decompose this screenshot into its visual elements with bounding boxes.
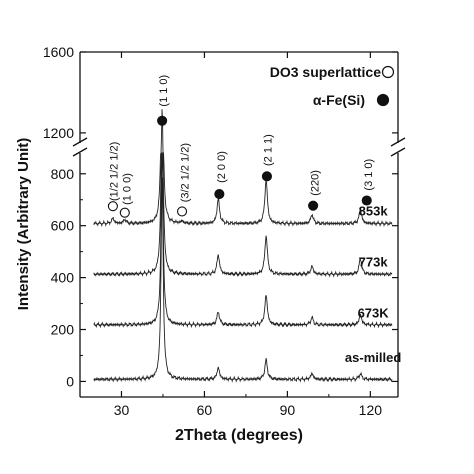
series-line-773k: [93, 152, 393, 278]
series-label: as-milled: [345, 350, 401, 365]
filled-circle-marker: [361, 195, 372, 206]
peak-label: (3/2 1/2 1/2): [180, 143, 192, 202]
filled-circle-marker: [261, 171, 272, 182]
series-layer: as-milled 673K 773k 853k: [93, 109, 401, 383]
legend-filled-marker: [376, 93, 390, 107]
y-tick-label: 800: [51, 166, 75, 182]
legend-open-marker: [381, 65, 395, 79]
plot-frame: [72, 51, 406, 398]
y-tick-label: 400: [51, 270, 75, 286]
series-line-as-milled: [93, 177, 393, 383]
series-label: 673K: [358, 305, 390, 320]
peak-label: (2 1 1): [263, 134, 275, 166]
y-tick-label: 600: [51, 218, 75, 234]
x-axis-label: 2Theta (degrees): [175, 427, 303, 444]
y-axis: 0 200 400 600 800 1200 1600: [43, 44, 398, 389]
peak-label: (1 0 0): [122, 173, 134, 205]
series-line-853k: [93, 109, 393, 228]
y-tick-label: 1600: [43, 44, 74, 60]
peak-label: (3 1 0): [363, 159, 375, 191]
series-label: 773k: [359, 255, 389, 270]
open-circle-marker: [119, 207, 130, 218]
legend-label: DO3 superlattice: [270, 64, 381, 80]
x-tick-label: 90: [280, 402, 296, 418]
axis-break-right-a: [390, 137, 406, 147]
filled-circle-marker: [308, 200, 319, 211]
axis-break-left-b: [72, 147, 88, 157]
filled-circle-marker: [214, 188, 225, 200]
y-axis-label: Intensity (Arbitrary Unit): [15, 138, 32, 311]
peak-label: (2 0 0): [216, 151, 228, 183]
open-circle-marker: [176, 206, 188, 217]
series-label: 853k: [359, 203, 389, 218]
x-tick-label: 120: [359, 402, 383, 418]
open-circle-marker: [107, 201, 118, 212]
peak-label: (1/2 1/2 1/2): [108, 142, 120, 201]
axis-break-right-b: [390, 147, 406, 157]
y-tick-label: 0: [66, 373, 74, 389]
y-tick-label: 1200: [43, 125, 74, 141]
x-tick-label: 30: [114, 402, 130, 418]
series-line-673K: [93, 152, 393, 329]
peak-annotations: (1/2 1/2 1/2) (1 0 0) (1 1 0) (3/2 1/2 1/2)…: [107, 75, 375, 218]
peak-label: (1 1 0): [158, 75, 170, 107]
y-tick-label: 200: [51, 322, 75, 338]
x-axis: 30 60 90 120: [79, 52, 383, 418]
peak-label: (220): [310, 170, 322, 196]
legend-label: α-Fe(Si): [313, 92, 365, 108]
x-tick-label: 60: [197, 402, 213, 418]
axis-break-left-a: [72, 137, 88, 147]
legend: DO3 superlattice α-Fe(Si): [270, 64, 395, 108]
filled-circle-marker: [157, 115, 168, 126]
